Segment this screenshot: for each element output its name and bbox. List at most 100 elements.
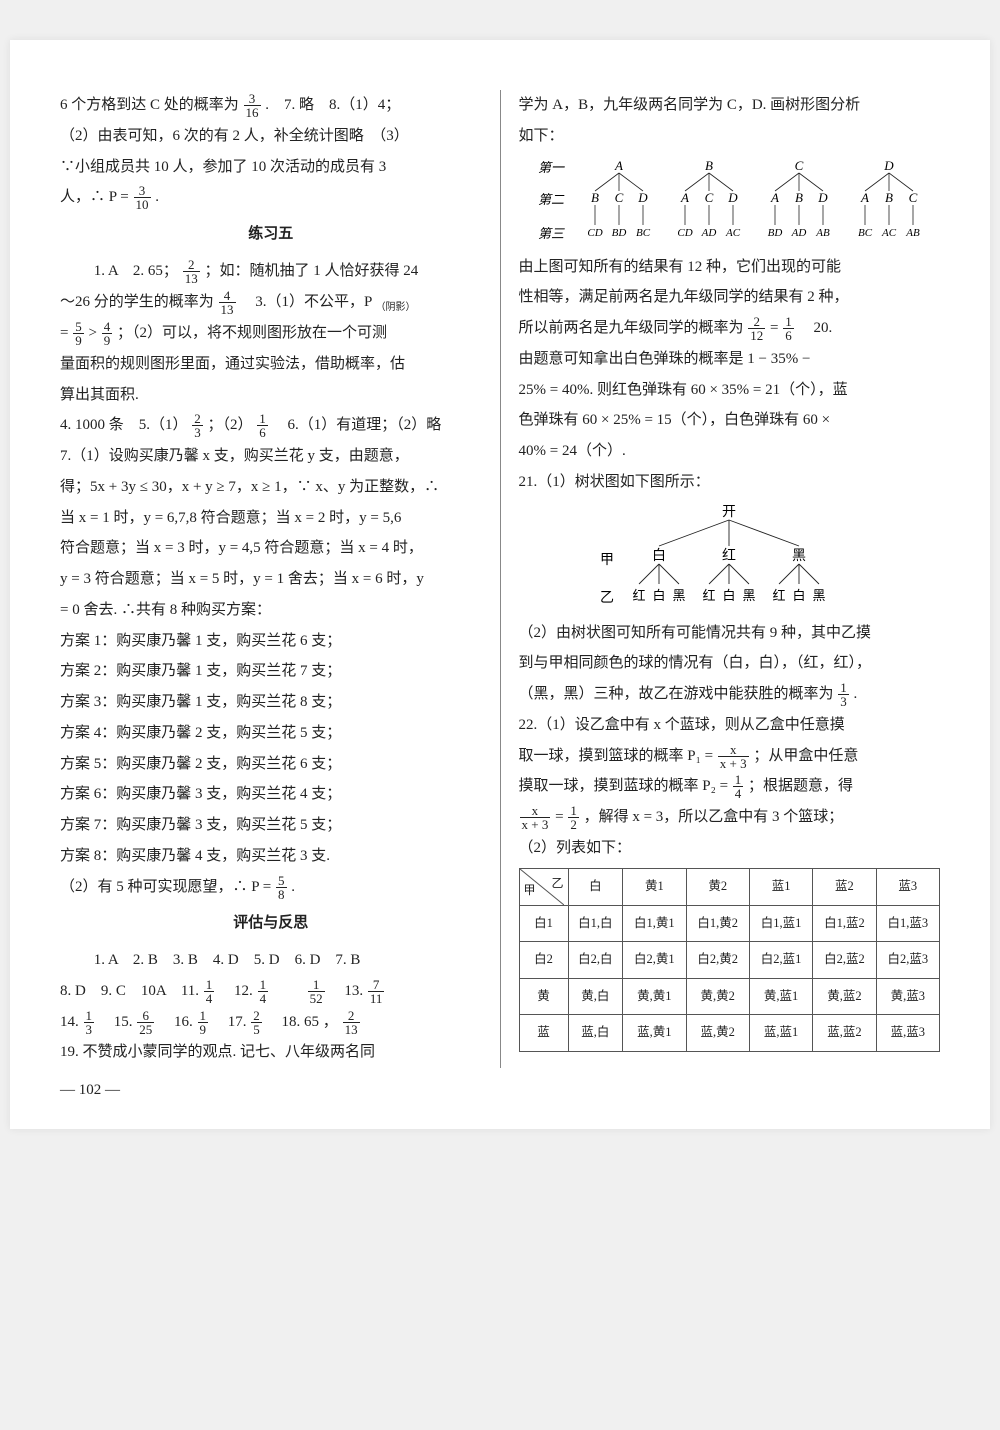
text: =	[770, 320, 778, 336]
text: ；从甲盒中任意	[753, 748, 858, 764]
text-line: 40% = 24（个）.	[519, 436, 941, 467]
text: （2）有 5 种可实现愿望，∴ P =	[60, 879, 271, 895]
text: （黑，黑）三种，故乙在游戏中能获胜的概率为	[519, 686, 834, 702]
text-line: ∵小组成员共 10 人，参加了 10 次活动的成员有 3	[60, 152, 482, 183]
svg-text:白: 白	[652, 548, 666, 564]
svg-text:D: D	[818, 190, 829, 205]
text-line: 符合题意；当 x = 3 时，y = 4,5 符合题意；当 x = 4 时，	[60, 533, 482, 564]
text: =	[555, 809, 563, 825]
fraction: 23	[192, 412, 203, 439]
text-line: ～26 分的学生的概率为 413 3.（1）不公平，P （阴影）	[60, 287, 482, 319]
text-line: = 0 舍去. ∴共有 8 种购买方案：	[60, 595, 482, 626]
page: 6 个方格到达 C 处的概率为 316 . 7. 略 8.（1）4； （2）由表…	[10, 40, 990, 1129]
svg-text:第二: 第二	[538, 192, 565, 207]
fraction: 14	[204, 978, 215, 1005]
text-line: 取一球，摸到篮球的概率 P₁ = xx + 3 ；从甲盒中任意	[519, 741, 941, 772]
text-line: 7.（1）设购买康乃馨 x 支，购买兰花 y 支，由题意，	[60, 441, 482, 472]
fraction: xx + 3	[718, 743, 749, 770]
text: 人，∴ P =	[60, 189, 129, 205]
text: 14.	[60, 1014, 79, 1030]
section-title-eval: 评估与反思	[60, 908, 482, 939]
text-line: 如下：	[519, 121, 941, 152]
text-line: （2）由表可知，6 次的有 2 人，补全统计图略 （3）	[60, 121, 482, 152]
fraction: 19	[198, 1009, 209, 1036]
text: 4. 1000 条 5.（1）	[60, 417, 188, 433]
svg-text:AD: AD	[701, 227, 717, 239]
fraction: 25	[251, 1009, 262, 1036]
svg-text:红: 红	[722, 548, 736, 564]
text-line: 22.（1）设乙盒中有 x 个蓝球，则从乙盒中任意摸	[519, 710, 941, 741]
fraction: 14	[733, 773, 744, 800]
text: 取一球，摸到篮球的概率 P₁ =	[519, 748, 714, 764]
text	[273, 983, 303, 999]
text: 17.	[213, 1014, 247, 1030]
svg-text:A: A	[860, 190, 869, 205]
fraction: 316	[244, 92, 261, 119]
fraction: 212	[748, 315, 765, 342]
svg-text:白: 白	[653, 588, 666, 603]
svg-text:黑: 黑	[792, 549, 806, 564]
text: 1. A 2. 65；	[94, 263, 178, 279]
text-line: 方案 8：购买康乃馨 4 支，购买兰花 3 支.	[60, 841, 482, 872]
svg-text:B: B	[795, 190, 803, 205]
text-line: 人，∴ P = 310 .	[60, 182, 482, 213]
text: .	[291, 879, 295, 895]
fraction: 12	[568, 804, 579, 831]
svg-text:BC: BC	[636, 227, 651, 239]
text-line: 当 x = 1 时，y = 6,7,8 符合题意；当 x = 2 时，y = 5…	[60, 503, 482, 534]
text-line: 学为 A，B，九年级两名同学为 C，D. 画树形图分析	[519, 90, 941, 121]
svg-text:B: B	[705, 158, 713, 173]
svg-text:白: 白	[723, 588, 736, 603]
fraction: 625	[137, 1009, 154, 1036]
svg-text:D: D	[884, 158, 895, 173]
svg-text:BD: BD	[768, 227, 783, 239]
text-line: 量面积的规则图形里面，通过实验法，借助概率，估	[60, 349, 482, 380]
svg-text:红: 红	[703, 588, 716, 603]
svg-text:开: 开	[722, 505, 736, 520]
text: ～26 分的学生的概率为	[60, 294, 214, 310]
text-line: （2）由树状图可知所有可能情况共有 9 种，其中乙摸	[519, 618, 941, 649]
svg-text:AD: AD	[791, 227, 807, 239]
svg-text:C: C	[705, 190, 714, 205]
text: >	[88, 325, 96, 341]
text-line: 4. 1000 条 5.（1） 23 ；（2） 16 6.（1）有道理；（2）略	[60, 410, 482, 441]
text-line: 方案 5：购买康乃馨 2 支，购买兰花 6 支；	[60, 749, 482, 780]
fraction: 49	[102, 320, 113, 347]
fraction: 413	[219, 289, 236, 316]
text-line: 25% = 40%. 则红色弹珠有 60 × 35% = 21（个），蓝	[519, 375, 941, 406]
text-line: 1. A 2. B 3. B 4. D 5. D 6. D 7. B	[60, 945, 482, 976]
svg-text:C: C	[795, 158, 804, 173]
text-line: 21.（1）树状图如下图所示：	[519, 467, 941, 498]
fraction: 213	[183, 258, 200, 285]
probability-table: 乙甲白黄1黄2蓝1蓝2蓝3白1白1,白白1,黄1白1,黄2白1,蓝1白1,蓝2白…	[519, 868, 941, 1053]
svg-text:A: A	[614, 158, 623, 173]
svg-text:黑: 黑	[743, 588, 756, 603]
text: 6 个方格到达 C 处的概率为	[60, 97, 239, 113]
text-line: 由题意可知拿出白色弹珠的概率是 1 − 35% −	[519, 344, 941, 375]
text: ；（2）可以，将不规则图形放在一个可测	[117, 325, 387, 341]
text-line: 性相等，满足前两名是九年级同学的结果有 2 种，	[519, 282, 941, 313]
svg-text:B: B	[591, 190, 599, 205]
text-line: 1. A 2. 65； 213 ；如：随机抽了 1 人恰好获得 24	[60, 256, 482, 287]
text-line: 得；5x + 3y ≤ 30，x + y ≥ 7，x ≥ 1，∵ x、y 为正整…	[60, 472, 482, 503]
svg-text:A: A	[770, 190, 779, 205]
svg-text:C: C	[615, 190, 624, 205]
svg-text:黑: 黑	[673, 588, 686, 603]
svg-text:D: D	[728, 190, 739, 205]
section-title-lianxi5: 练习五	[60, 219, 482, 250]
fraction: 310	[134, 184, 151, 211]
svg-text:A: A	[680, 190, 689, 205]
svg-text:AB: AB	[906, 227, 921, 239]
svg-text:AC: AC	[725, 227, 741, 239]
text-line: 所以前两名是九年级同学的概率为 212 = 16 20.	[519, 313, 941, 344]
fraction: xx + 3	[520, 804, 551, 831]
fraction: 16	[257, 412, 268, 439]
fraction: 213	[343, 1009, 360, 1036]
text: 20.	[798, 320, 832, 336]
text-line: 14. 13 15. 625 16. 19 17. 25 18. 65 ， 21…	[60, 1007, 482, 1038]
svg-text:CD: CD	[588, 227, 603, 239]
text: 16.	[159, 1014, 193, 1030]
svg-text:BD: BD	[612, 227, 627, 239]
text: ；根据题意，得	[748, 778, 853, 794]
text-line: 到与甲相同颜色的球的情况有（白，白），（红，红），	[519, 648, 941, 679]
